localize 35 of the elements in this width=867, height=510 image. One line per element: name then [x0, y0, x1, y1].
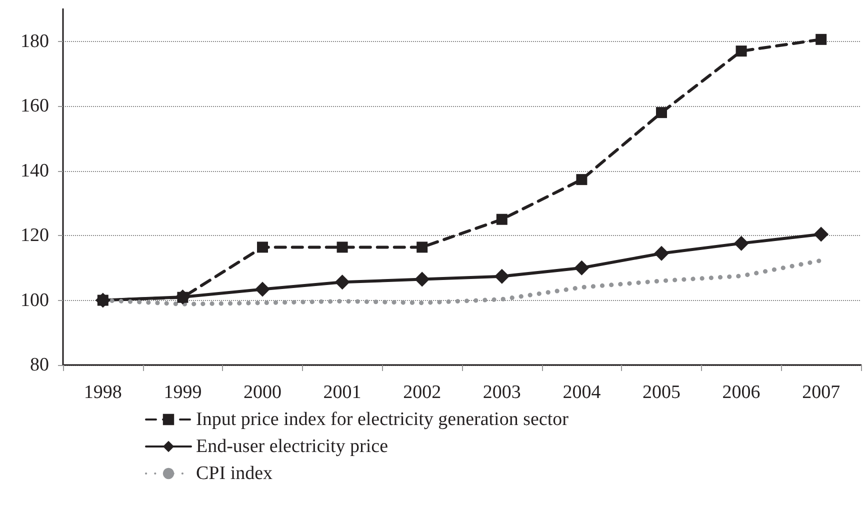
y-tick-label: 140: [20, 160, 49, 182]
y-tick-label: 160: [20, 96, 49, 117]
point: [334, 274, 350, 290]
x-tick-label: 2000: [244, 382, 282, 403]
point: [574, 260, 590, 276]
x-tick-label: 1998: [84, 382, 122, 403]
legend-label: End-user electricity price: [196, 436, 388, 457]
point: [734, 236, 749, 251]
y-tick-label: 100: [20, 290, 49, 311]
point: [496, 214, 508, 225]
x-tick-label: 2005: [642, 382, 680, 403]
point: [814, 226, 829, 242]
x-tick-label: 2004: [562, 382, 602, 403]
point: [336, 242, 348, 253]
point: [654, 246, 669, 261]
x-tick-label: 2003: [482, 382, 521, 403]
x-tick-label: 2007: [802, 382, 840, 403]
y-tick-label: 180: [20, 30, 49, 52]
x-tick-label: 2002: [403, 382, 442, 403]
point: [255, 282, 270, 297]
x-tick-label: 1999: [164, 382, 202, 403]
point: [257, 242, 268, 253]
point: [576, 174, 588, 186]
point: [656, 107, 667, 118]
point: [494, 268, 510, 284]
y-tick-label: 120: [20, 225, 49, 246]
point: [736, 46, 747, 57]
x-tick-label: 2006: [722, 382, 760, 403]
point: [816, 34, 827, 45]
y-tick-label: 80: [30, 354, 49, 376]
point: [416, 242, 428, 253]
x-tick-label: 2001: [323, 382, 362, 403]
legend-label: Input price index for electricity generation sector: [196, 409, 570, 430]
legend-label: CPI index: [196, 463, 274, 484]
point: [414, 272, 430, 287]
